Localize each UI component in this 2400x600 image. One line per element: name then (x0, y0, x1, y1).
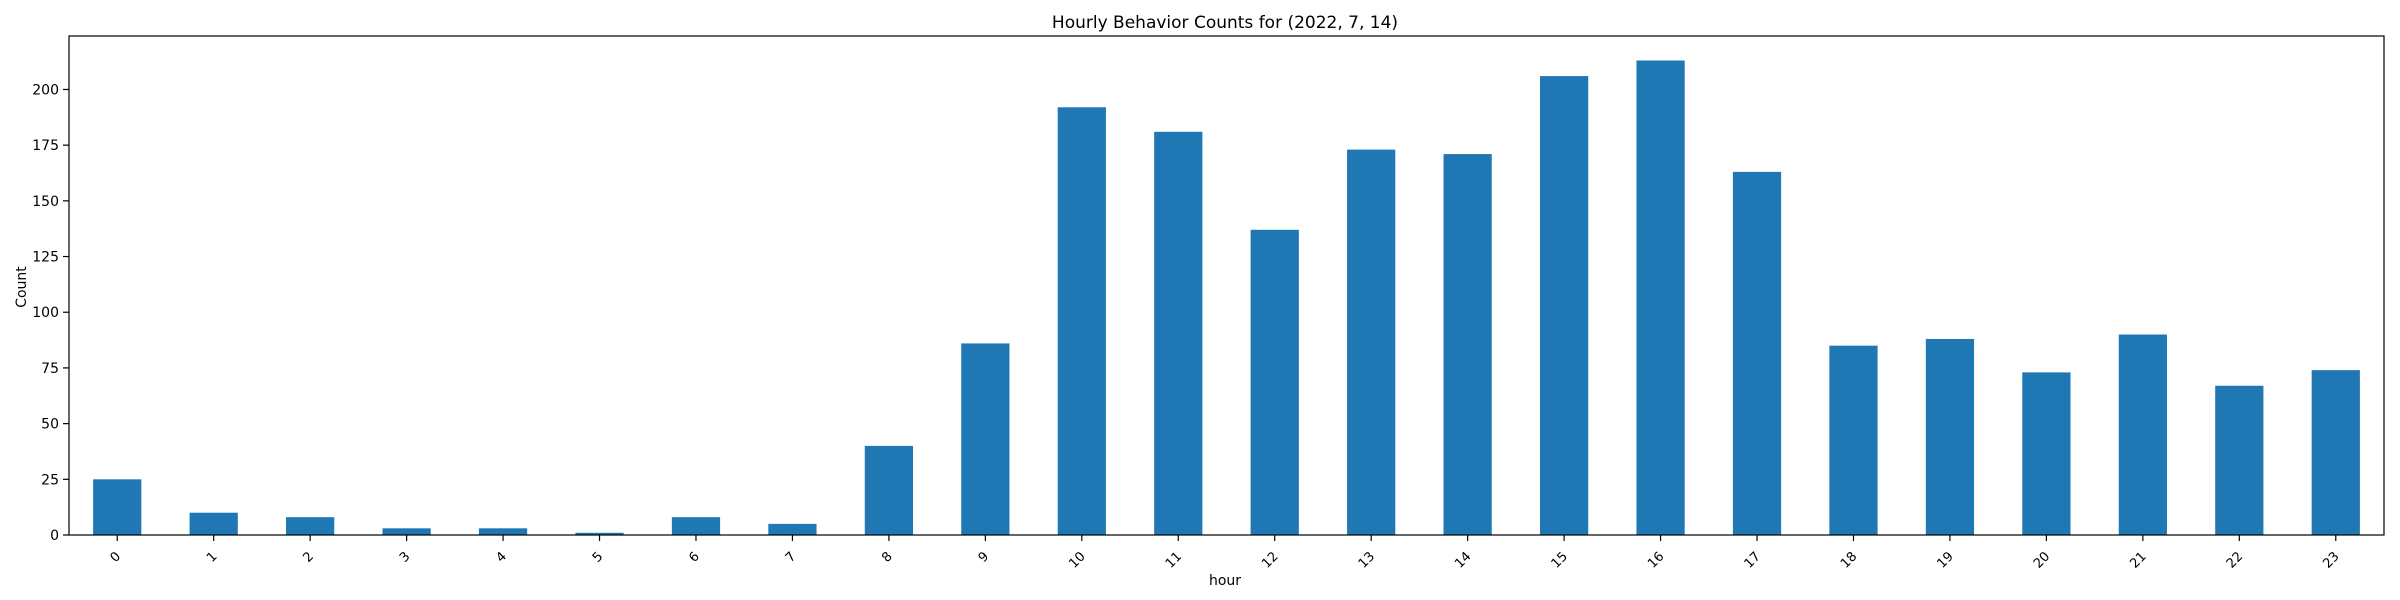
bar-hour-17 (1732, 171, 1782, 535)
bar-hour-9 (961, 343, 1010, 535)
bar-hour-20 (2022, 372, 2071, 535)
x-tick-label: 22 (2224, 549, 2246, 571)
x-tick-label: 6 (686, 549, 702, 565)
y-axis: 0 25 50 75 100 125 150 175 200 (32, 82, 69, 544)
bar-hour-6 (671, 517, 721, 535)
bar-hour-13 (1347, 149, 1396, 536)
bar-hour-22 (2215, 385, 2264, 535)
y-tick-label: 100 (32, 305, 59, 321)
x-tick-label: 10 (1066, 549, 1088, 571)
x-axis-label: hour (1209, 573, 1241, 589)
bars-layer (93, 60, 2360, 536)
bar-hour-21 (2118, 334, 2167, 535)
bar-hour-7 (768, 523, 817, 535)
bar-hour-5 (575, 532, 624, 535)
bar-hour-3 (382, 528, 431, 535)
x-tick-label: 2 (301, 549, 317, 565)
x-tick-label: 8 (879, 549, 895, 565)
bar-hour-2 (286, 517, 335, 535)
x-tick-label: 4 (493, 549, 509, 565)
y-tick-label: 125 (32, 250, 59, 266)
y-tick-label: 75 (41, 361, 59, 377)
x-tick-label: 14 (1452, 549, 1474, 571)
bar-hour-10 (1057, 107, 1106, 535)
x-axis: 0 1 2 3 4 5 6 7 8 9 10 11 12 13 14 15 16 17 18 19 20 21 22 23 (108, 535, 2343, 572)
plot-frame (68, 35, 2385, 536)
bar-hour-0 (93, 479, 142, 535)
x-tick-label: 1 (204, 549, 220, 565)
x-tick-label: 20 (2031, 549, 2053, 571)
x-tick-label: 3 (397, 549, 413, 565)
bar-hour-18 (1829, 345, 1878, 535)
x-tick-label: 18 (1838, 549, 1860, 571)
x-tick-label: 9 (976, 549, 992, 565)
x-tick-label: 5 (590, 549, 606, 565)
x-tick-label: 7 (783, 549, 799, 565)
x-tick-label: 23 (2320, 549, 2342, 571)
bar-hour-12 (1250, 229, 1299, 535)
x-tick-label: 13 (1356, 549, 1378, 571)
bar-hour-14 (1443, 154, 1492, 535)
y-tick-label: 175 (32, 138, 59, 154)
bar-hour-8 (864, 445, 914, 535)
x-tick-label: 12 (1259, 549, 1281, 571)
bar-hour-16 (1636, 60, 1685, 535)
bar-hour-15 (1539, 76, 1589, 535)
x-tick-label: 15 (1549, 549, 1571, 571)
y-tick-label: 150 (32, 194, 59, 210)
x-tick-label: 19 (1934, 549, 1956, 571)
bar-hour-4 (478, 528, 528, 535)
bar-hour-11 (1154, 131, 1203, 536)
bar-hour-1 (189, 512, 238, 535)
x-tick-label: 21 (2127, 549, 2149, 571)
y-tick-label: 50 (41, 417, 59, 433)
bar-hour-19 (1925, 338, 1975, 535)
x-tick-label: 17 (1742, 549, 1764, 571)
x-tick-label: 16 (1645, 549, 1667, 571)
x-tick-label: 0 (108, 549, 124, 565)
y-tick-label: 200 (32, 82, 59, 98)
bar-hour-23 (2311, 370, 2360, 535)
chart-title: Hourly Behavior Counts for (2022, 7, 14) (1052, 13, 1398, 33)
y-axis-label: Count (14, 266, 30, 308)
x-tick-label: 11 (1163, 549, 1185, 571)
y-tick-label: 25 (41, 472, 59, 488)
y-tick-label: 0 (50, 528, 59, 544)
